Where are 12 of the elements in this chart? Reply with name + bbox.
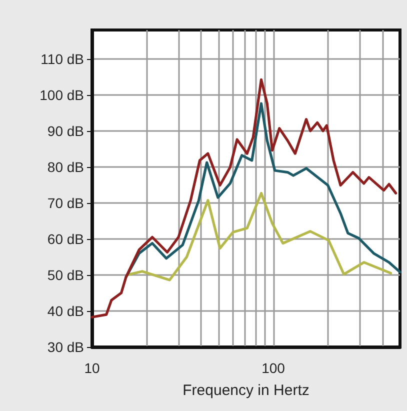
y-tick-label: 100 dB — [40, 86, 84, 103]
y-tick-label: 40 dB — [47, 302, 84, 319]
y-tick-label: 60 dB — [47, 230, 84, 247]
y-tick-label: 50 dB — [47, 266, 84, 283]
y-tick-label: 70 dB — [47, 194, 84, 211]
x-tick-label: 100 — [262, 360, 286, 376]
x-tick-label: 10 — [84, 360, 100, 376]
y-tick-label: 80 dB — [47, 158, 84, 175]
y-tick-label: 90 dB — [47, 122, 84, 139]
x-axis-title: Frequency in Hertz — [182, 382, 310, 399]
y-tick-label: 110 dB — [40, 50, 84, 67]
y-tick-label: 30 dB — [47, 339, 84, 355]
